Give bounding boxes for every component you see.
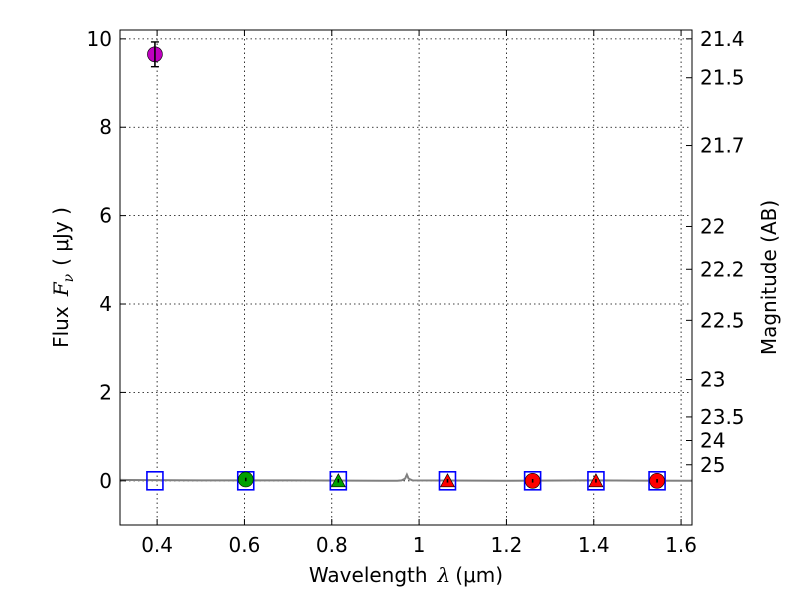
- y-axis-label: Flux Fν ( μJy ): [49, 207, 77, 348]
- y-tick-label: 6: [99, 204, 112, 228]
- plot-frame: [119, 29, 693, 526]
- model-square-marker: [587, 471, 605, 491]
- mag-tick-label: 23: [700, 368, 725, 392]
- mag-tick-label: 22.2: [700, 257, 745, 281]
- model-spectrum-line: [119, 472, 693, 482]
- y-tick-label: 2: [99, 380, 112, 404]
- y-tick-label: 10: [87, 27, 112, 51]
- x-tick-label: 1.6: [665, 533, 697, 557]
- mag-tick-label: 25: [700, 453, 725, 477]
- y-axis-label-symbol: F: [49, 281, 73, 297]
- y-axis-label-symbol-sub: ν: [61, 273, 77, 282]
- x-axis-label: Wavelength λ (μm): [309, 563, 503, 587]
- x-tick-label: 1.2: [491, 533, 523, 557]
- y-axis-label-unit: ( μJy ): [49, 207, 73, 266]
- model-square-marker: [329, 471, 348, 491]
- mag-tick-label: 23.5: [700, 405, 745, 429]
- mag-tick-label: 22: [700, 214, 725, 238]
- model-square-marker: [523, 471, 542, 491]
- x-axis-label-symbol: λ: [437, 563, 451, 587]
- right-axis-label: Magnitude (AB): [757, 200, 781, 355]
- model-square-marker: [146, 471, 164, 491]
- model-square-marker: [438, 471, 457, 491]
- x-tick-label: 0.8: [316, 533, 348, 557]
- y-tick-label: 8: [99, 115, 112, 139]
- x-tick-label: 0.6: [229, 533, 261, 557]
- mag-tick-label: 21.7: [700, 134, 745, 158]
- mag-tick-label: 21.4: [700, 27, 745, 51]
- y-tick-label: 4: [99, 292, 112, 316]
- mag-tick-label: 22.5: [700, 308, 745, 332]
- model-square-marker: [648, 471, 666, 491]
- spectrum-layer: [119, 472, 693, 482]
- x-tick-label: 1.4: [578, 533, 610, 557]
- y-axis-label-prefix: Flux: [49, 306, 73, 348]
- y-tick-label: 0: [99, 469, 112, 493]
- points-layer: [146, 41, 666, 491]
- x-axis-label-unit: (μm): [455, 563, 503, 587]
- mag-tick-label: 24: [700, 428, 725, 452]
- x-axis-label-prefix: Wavelength: [309, 563, 428, 587]
- x-tick-label: 0.4: [141, 533, 173, 557]
- mag-tick-label: 21.5: [700, 66, 745, 90]
- x-tick-label: 1: [413, 533, 426, 557]
